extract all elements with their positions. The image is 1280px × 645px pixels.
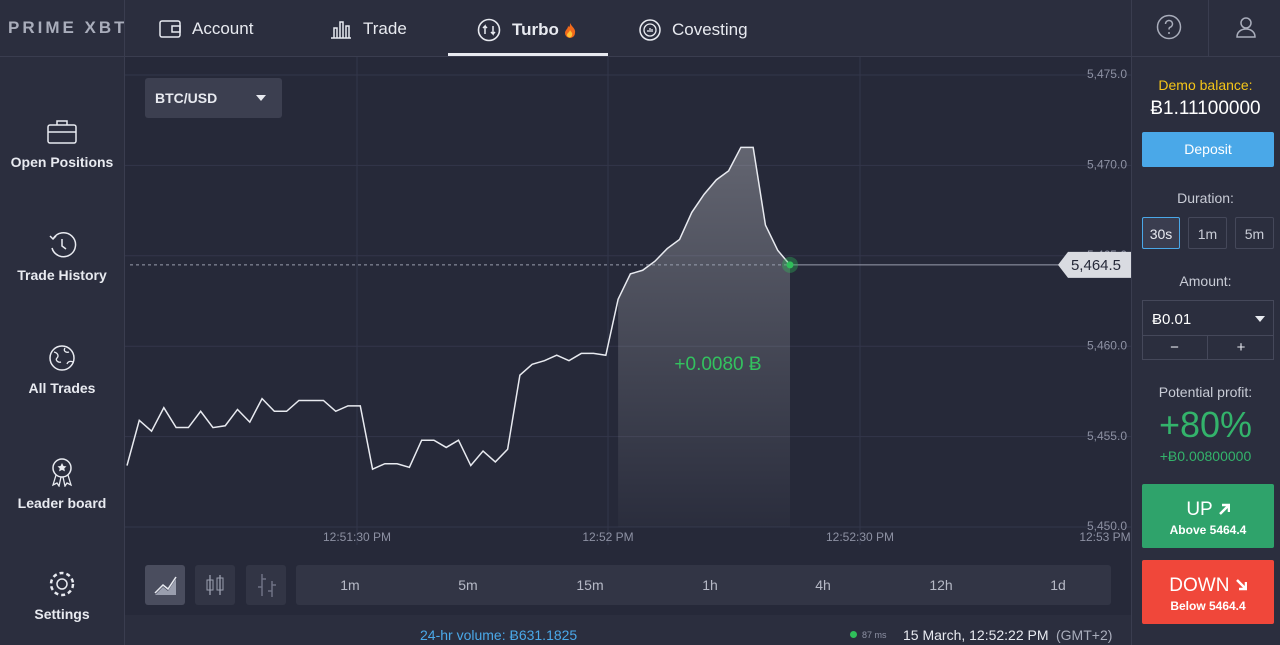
y-tick-label: 5,460.0 (1087, 338, 1127, 352)
down-button[interactable]: DOWN Below 5464.4 (1142, 560, 1274, 624)
tab-label[interactable]: Account (192, 19, 254, 38)
pair-select[interactable]: BTC/USD (145, 78, 282, 118)
deposit-button[interactable]: Deposit (1142, 132, 1274, 167)
nav-label[interactable]: Leader board (17, 495, 107, 511)
nav-item[interactable]: Settings (0, 570, 124, 622)
timeframe-button[interactable]: 1h (702, 577, 718, 593)
divider (1142, 335, 1274, 336)
minus-button[interactable]: − (1170, 339, 1179, 356)
nav-item[interactable]: All Trades (0, 344, 124, 396)
footer (125, 615, 1131, 645)
y-tick-label: 5,470.0 (1087, 158, 1127, 172)
tab-label[interactable]: Turbo (512, 20, 559, 39)
x-tick-label: 12:52:30 PM (826, 530, 894, 544)
separator (1131, 0, 1132, 56)
tab[interactable]: Trade (329, 18, 407, 40)
timeframe-button[interactable]: 4h (815, 577, 831, 593)
nav-label[interactable]: All Trades (28, 380, 96, 396)
duration-button[interactable]: 5m (1235, 217, 1274, 249)
timeframe-button[interactable]: 5m (458, 577, 478, 593)
down-sub[interactable]: Below 5464.4 (1170, 599, 1246, 613)
nav-item[interactable]: Open Positions (0, 118, 124, 170)
tab-label[interactable]: Trade (363, 19, 407, 38)
profit-label: +0.0080 Ƀ (674, 354, 761, 375)
help-icon[interactable] (1156, 14, 1182, 40)
nav-label[interactable]: Settings (34, 606, 90, 622)
balance: Ƀ1.11100000 (1150, 98, 1261, 119)
line-chart-button[interactable] (145, 565, 185, 605)
down-label[interactable]: DOWN (1169, 575, 1230, 596)
nav-label[interactable]: Open Positions (10, 154, 114, 170)
timezone: (GMT+2) (1056, 627, 1113, 643)
profit-area (618, 147, 790, 527)
logo[interactable]: PRIME XBT (8, 18, 128, 37)
datetime: 15 March, 12:52:22 PM (903, 627, 1049, 643)
tab-label[interactable]: Covesting (672, 20, 748, 39)
candle-chart-button[interactable] (195, 565, 235, 605)
amount-dropdown[interactable] (1254, 315, 1266, 323)
timeframe-button[interactable]: 1m (340, 577, 360, 593)
amount-box (1142, 300, 1274, 360)
latency: 87 ms (862, 630, 887, 640)
up-label[interactable]: UP (1186, 499, 1213, 520)
x-tick-label: 12:51:30 PM (323, 530, 391, 544)
duration-button[interactable]: 30s (1142, 217, 1180, 249)
x-tick-label: 12:53 PM (1079, 530, 1130, 544)
separator (1208, 0, 1209, 56)
tab[interactable]: Account (158, 18, 253, 40)
user-icon[interactable] (1234, 15, 1258, 39)
amount-label: Amount: (1179, 273, 1232, 289)
price-line (126, 146, 791, 471)
sidebar (0, 57, 125, 645)
duration-label: Duration: (1177, 190, 1234, 206)
price-tag (1058, 251, 1131, 278)
volume: 24-hr volume: Ƀ631.1825 (420, 627, 578, 643)
price-tag-label: 5,464.5 (1071, 257, 1121, 274)
nav-item[interactable]: Leader board (0, 457, 124, 511)
bar-chart-button[interactable] (246, 565, 286, 605)
nav-item[interactable]: Trade History (0, 231, 124, 283)
timeframe-button[interactable]: 15m (576, 577, 604, 593)
nav-label[interactable]: Trade History (17, 267, 107, 283)
y-tick-label: 5,455.0 (1087, 429, 1127, 443)
tab[interactable]: Covesting (638, 18, 748, 42)
duration-button[interactable]: 1m (1188, 217, 1227, 249)
timeframe-bar (296, 565, 1111, 605)
divider (1207, 335, 1208, 360)
up-sub[interactable]: Above 5464.4 (1169, 523, 1247, 537)
up-button[interactable]: UP Above 5464.4 (1142, 484, 1274, 548)
timeframe-button[interactable]: 12h (929, 577, 953, 593)
x-tick-label: 12:52 PM (582, 530, 633, 544)
amount[interactable]: Ƀ0.01 (1152, 311, 1192, 328)
y-tick-label: 5,450.0 (1087, 519, 1127, 533)
tab[interactable]: Turbo (476, 18, 577, 42)
profit-percent: +80% (1158, 404, 1253, 445)
profit-label: Potential profit: (1158, 384, 1253, 400)
profit-amount: +Ƀ0.00800000 (1159, 448, 1252, 464)
separator (124, 0, 125, 56)
plus-button[interactable]: + (1236, 339, 1246, 356)
price-dot (786, 261, 794, 269)
demo-label: Demo balance: (1158, 77, 1253, 93)
status-dot (850, 631, 857, 638)
pair-label[interactable]: BTC/USD (155, 90, 218, 106)
active-tab-indicator (448, 53, 608, 56)
y-tick-label: 5,475.0 (1087, 67, 1127, 81)
timeframe-button[interactable]: 1d (1050, 577, 1066, 593)
